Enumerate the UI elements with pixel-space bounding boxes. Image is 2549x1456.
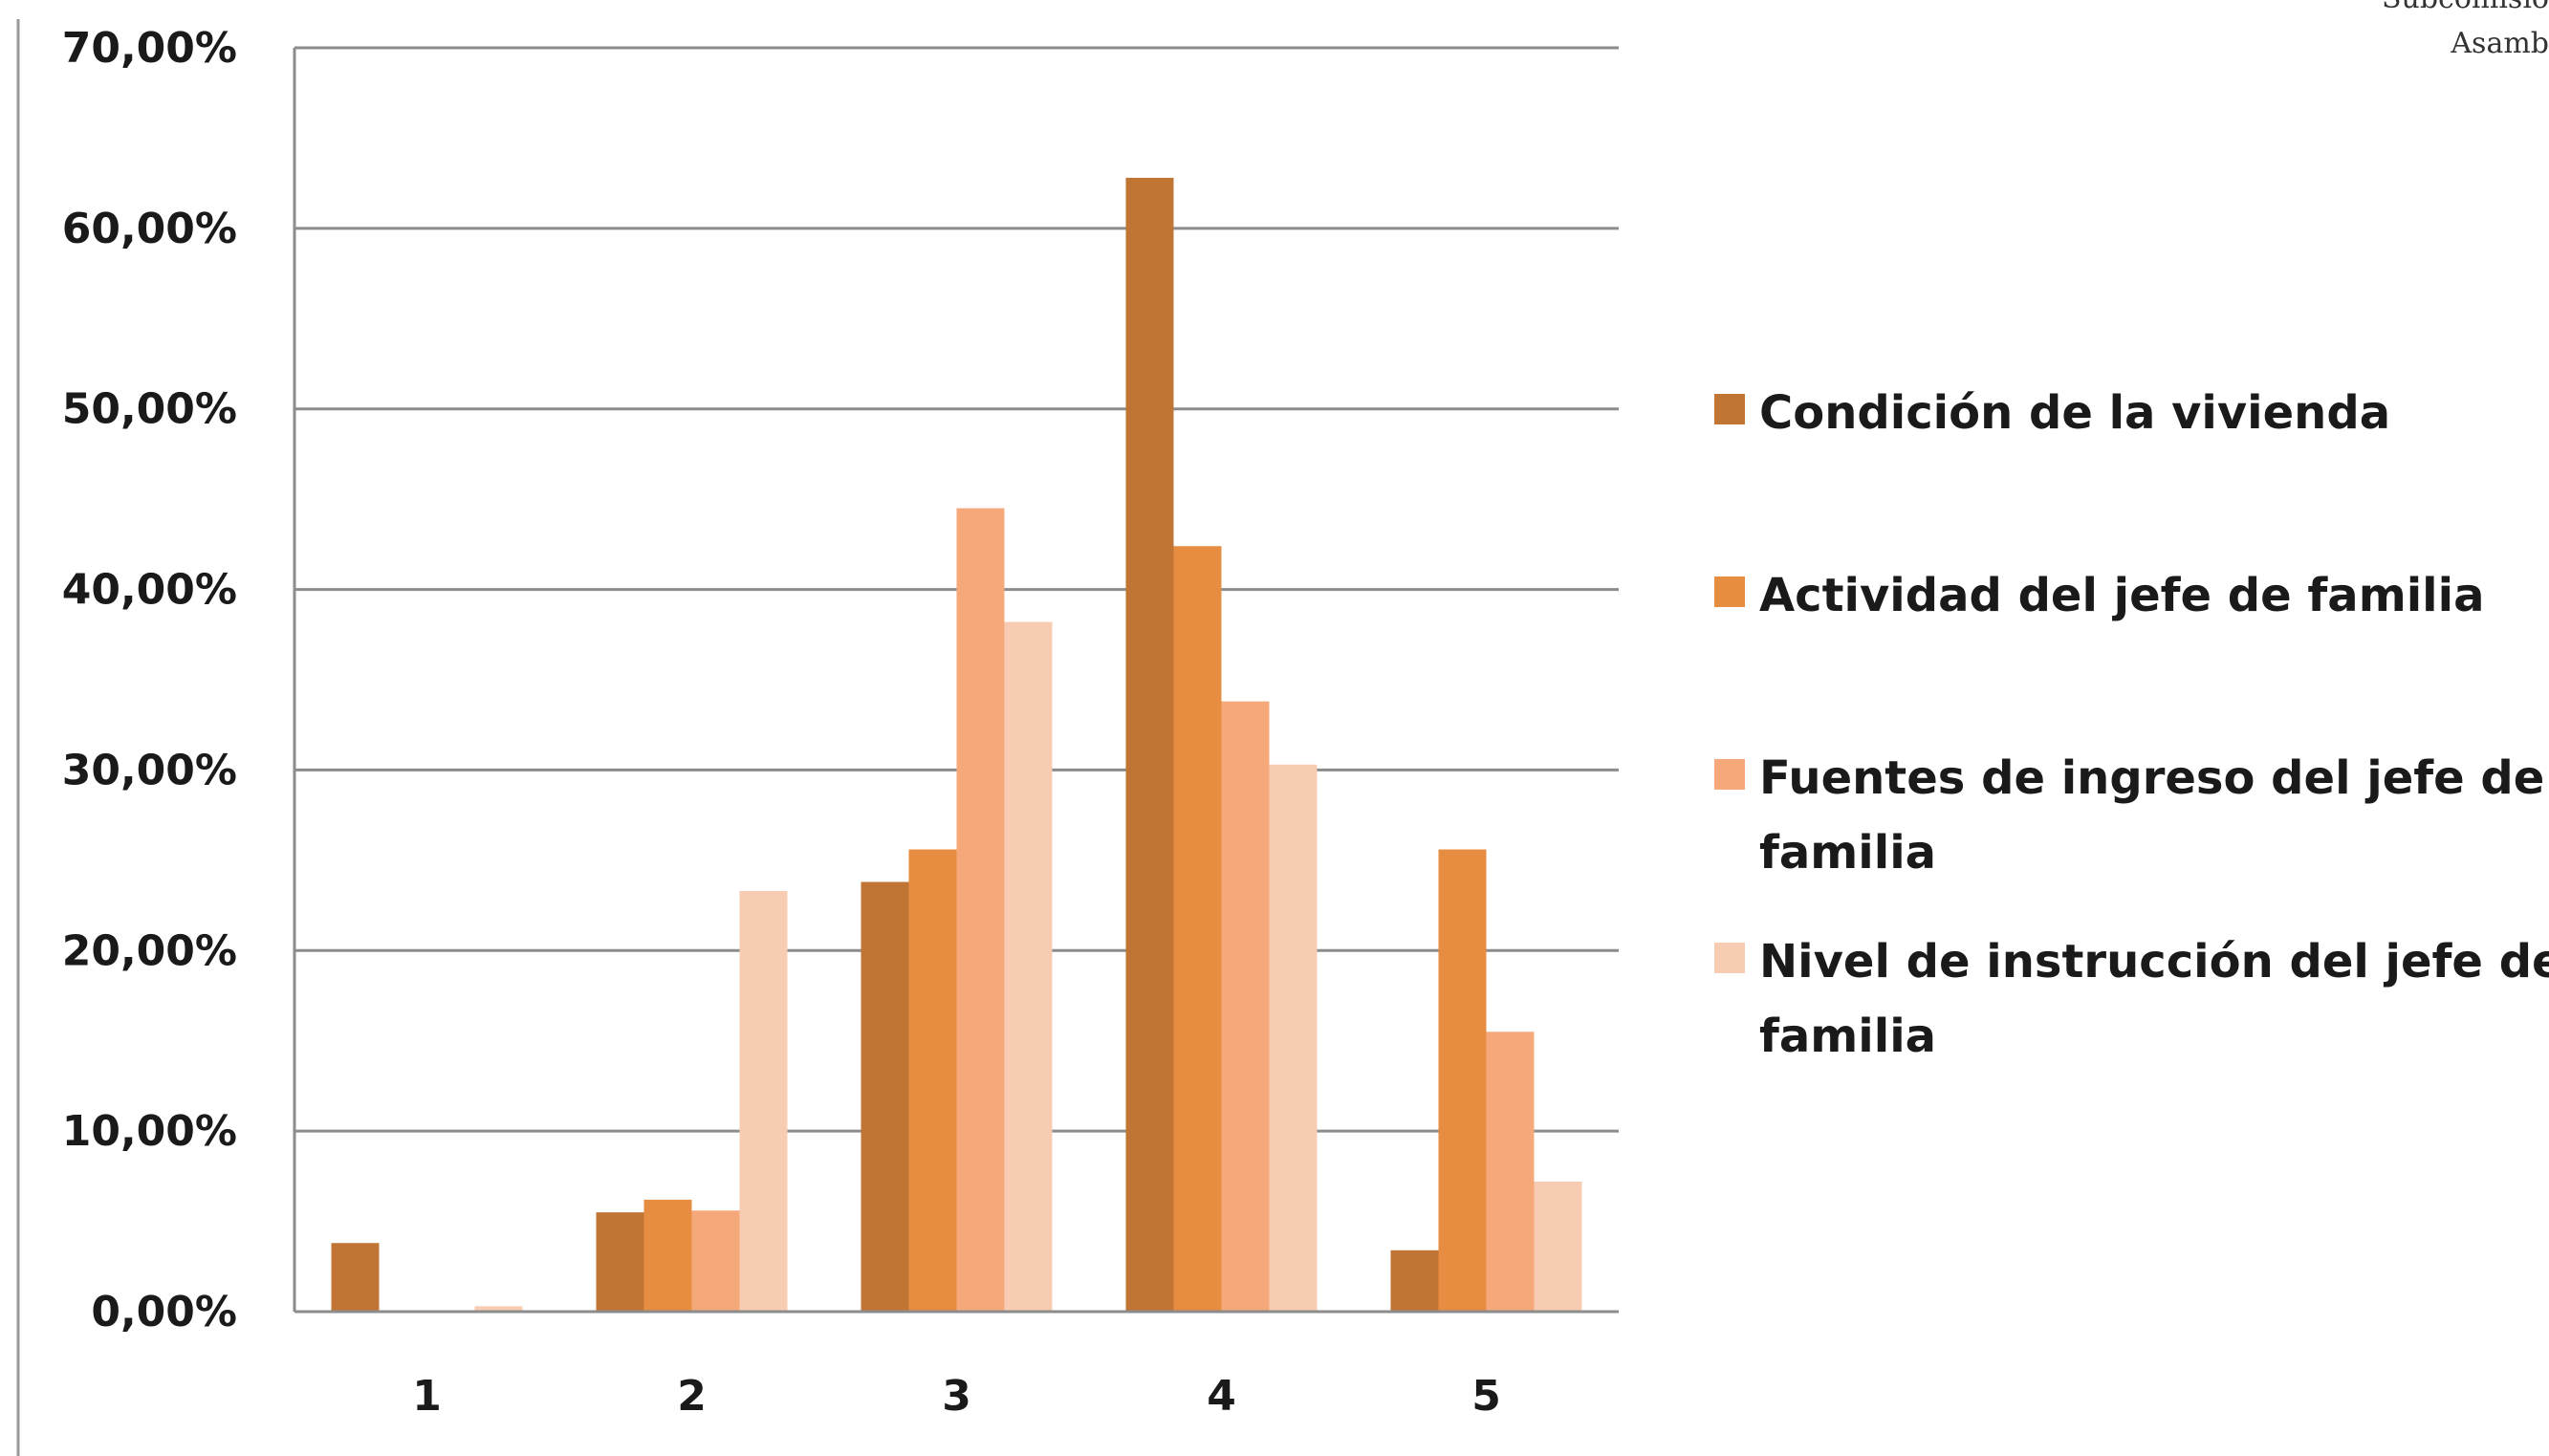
y-tick-labels: 0,00% 10,00% 20,00% 30,00% 40,00% 50,00% 60,00… — [62, 24, 237, 1336]
bars — [331, 177, 1582, 1312]
legend-swatch — [1714, 394, 1745, 424]
legend: Condición de la vivienda Actividad del je… — [1714, 386, 2549, 1063]
y-tick-label: 70,00% — [62, 24, 237, 73]
bar — [1438, 849, 1487, 1312]
legend-label: Nivel de instrucción del jefe de — [1759, 935, 2549, 989]
bar — [1269, 764, 1318, 1312]
bar — [1004, 621, 1053, 1312]
legend-label: familia — [1759, 826, 1936, 880]
bar — [1221, 701, 1270, 1312]
x-tick-label: 5 — [1471, 1372, 1501, 1421]
legend-label: Fuentes de ingreso del jefe de — [1759, 751, 2544, 805]
x-tick-labels: 1 2 3 4 5 — [412, 1372, 1501, 1421]
legend-swatch — [1714, 759, 1745, 790]
bar — [474, 1306, 523, 1312]
bar — [1486, 1032, 1535, 1312]
legend-label: familia — [1759, 1010, 1936, 1063]
legend-swatch — [1714, 943, 1745, 973]
bar — [643, 1199, 692, 1312]
legend-label: Condición de la vivienda — [1759, 386, 2390, 440]
x-tick-label: 2 — [677, 1372, 707, 1421]
bar — [739, 890, 788, 1312]
bar — [1125, 177, 1174, 1312]
y-tick-label: 50,00% — [62, 385, 237, 434]
legend-swatch — [1714, 576, 1745, 607]
corner-text: Subcomisió Asamb — [2382, 0, 2549, 60]
x-tick-label: 3 — [942, 1372, 971, 1421]
y-tick-label: 0,00% — [91, 1288, 237, 1336]
x-tick-label: 4 — [1207, 1372, 1236, 1421]
legend-label: Actividad del jefe de familia — [1759, 569, 2484, 622]
bar — [331, 1243, 380, 1312]
corner-text-line-1: Subcomisió — [2382, 0, 2549, 15]
bar — [908, 849, 957, 1312]
x-tick-label: 1 — [412, 1372, 442, 1421]
bar — [1390, 1250, 1439, 1312]
bar — [1173, 546, 1222, 1312]
bar — [956, 508, 1005, 1312]
axes — [293, 48, 1619, 1314]
bar — [861, 881, 909, 1312]
y-tick-label: 40,00% — [62, 566, 237, 615]
bar — [1534, 1182, 1582, 1312]
bar — [596, 1212, 644, 1312]
bar — [691, 1210, 740, 1312]
y-tick-label: 60,00% — [62, 205, 237, 253]
corner-text-line-2: Asamb — [2450, 27, 2549, 60]
y-tick-label: 30,00% — [62, 746, 237, 794]
y-tick-label: 20,00% — [62, 926, 237, 975]
y-tick-label: 10,00% — [62, 1107, 237, 1156]
